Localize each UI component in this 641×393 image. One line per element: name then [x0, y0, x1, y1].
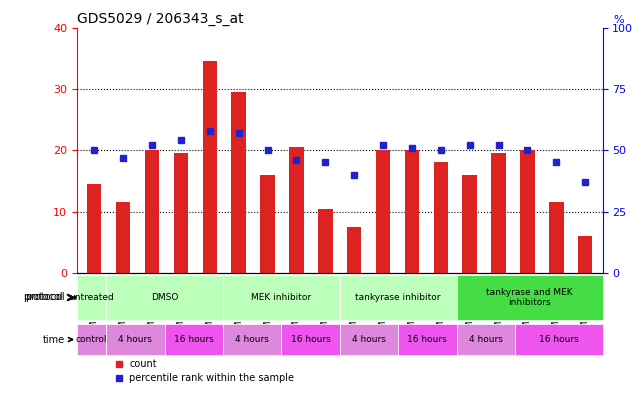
FancyBboxPatch shape — [106, 324, 165, 355]
FancyBboxPatch shape — [456, 324, 515, 355]
Text: 4 hours: 4 hours — [469, 335, 503, 344]
Bar — [260, 175, 275, 273]
Bar — [578, 236, 592, 273]
Bar — [145, 150, 159, 273]
Bar — [520, 150, 535, 273]
Text: MEK inhibitor: MEK inhibitor — [251, 293, 312, 302]
Bar — [492, 153, 506, 273]
FancyBboxPatch shape — [77, 324, 106, 355]
Bar — [116, 202, 130, 273]
Text: time: time — [43, 334, 72, 345]
Text: control: control — [76, 335, 107, 344]
Text: tankyrase inhibitor: tankyrase inhibitor — [355, 293, 441, 302]
Text: 4 hours: 4 hours — [235, 335, 269, 344]
FancyBboxPatch shape — [165, 324, 223, 355]
FancyBboxPatch shape — [398, 324, 456, 355]
Text: 16 hours: 16 hours — [174, 335, 213, 344]
FancyBboxPatch shape — [515, 324, 603, 355]
Text: 4 hours: 4 hours — [119, 335, 153, 344]
Text: 4 hours: 4 hours — [352, 335, 386, 344]
FancyBboxPatch shape — [340, 324, 398, 355]
Text: untreated: untreated — [69, 293, 114, 302]
Bar — [174, 153, 188, 273]
Text: protocol: protocol — [22, 292, 62, 303]
Text: tankyrase and MEK
inhibitors: tankyrase and MEK inhibitors — [487, 288, 573, 307]
Text: percentile rank within the sample: percentile rank within the sample — [129, 373, 294, 383]
FancyBboxPatch shape — [281, 324, 340, 355]
Bar — [231, 92, 246, 273]
Bar — [404, 150, 419, 273]
Bar — [318, 209, 333, 273]
Bar — [203, 61, 217, 273]
FancyBboxPatch shape — [456, 275, 603, 320]
FancyBboxPatch shape — [223, 275, 340, 320]
Text: 16 hours: 16 hours — [290, 335, 330, 344]
Bar — [289, 147, 304, 273]
FancyBboxPatch shape — [106, 275, 223, 320]
Bar — [433, 162, 448, 273]
Text: count: count — [129, 359, 157, 369]
Bar — [462, 175, 477, 273]
Bar — [347, 227, 362, 273]
FancyBboxPatch shape — [340, 275, 456, 320]
Bar — [549, 202, 563, 273]
FancyBboxPatch shape — [77, 275, 106, 320]
Text: protocol: protocol — [26, 292, 72, 303]
Bar — [87, 184, 101, 273]
Text: 16 hours: 16 hours — [408, 335, 447, 344]
Text: DMSO: DMSO — [151, 293, 178, 302]
Bar — [376, 150, 390, 273]
FancyBboxPatch shape — [223, 324, 281, 355]
Text: 16 hours: 16 hours — [539, 335, 579, 344]
Text: %: % — [613, 15, 624, 25]
Text: GDS5029 / 206343_s_at: GDS5029 / 206343_s_at — [77, 13, 244, 26]
